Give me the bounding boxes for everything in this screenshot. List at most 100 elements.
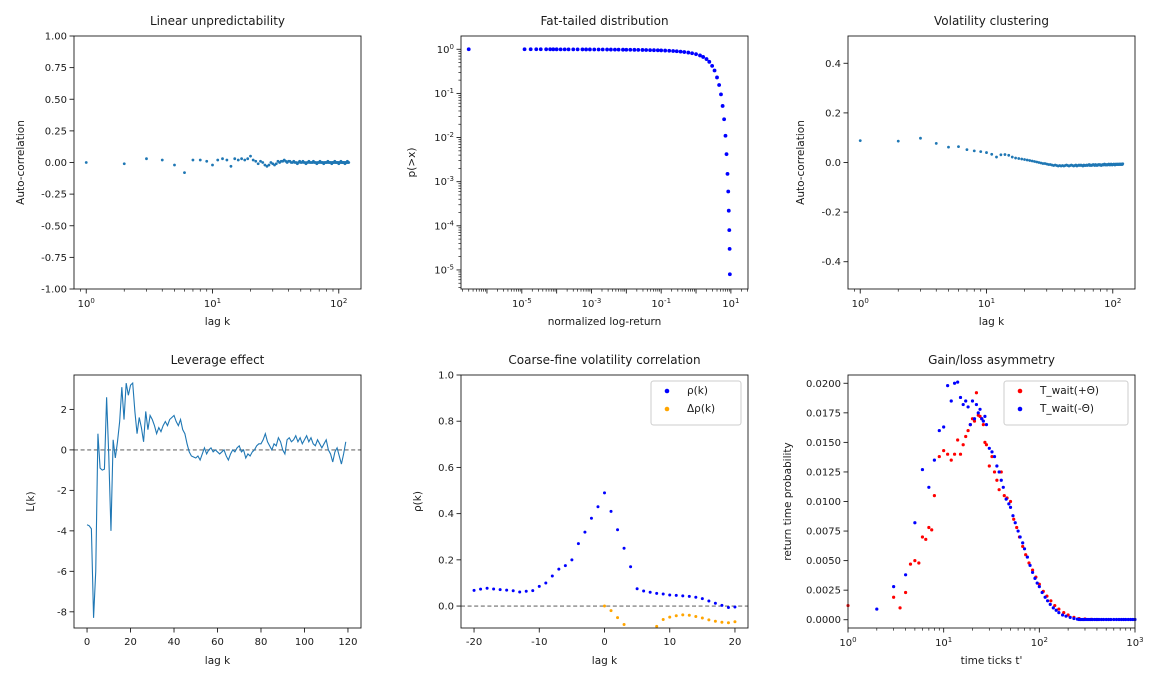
svg-text:100: 100 (78, 297, 95, 310)
svg-text:101: 101 (935, 636, 952, 649)
svg-text:0.0: 0.0 (438, 602, 454, 613)
svg-text:100: 100 (852, 297, 869, 310)
svg-text:0.0025: 0.0025 (806, 586, 841, 597)
chart-title: Volatility clustering (934, 14, 1049, 28)
legend-marker (1017, 388, 1023, 394)
svg-text:-0.25: -0.25 (41, 190, 67, 201)
y-axis-label: return time probability (782, 442, 794, 561)
svg-text:120: 120 (338, 637, 357, 648)
svg-text:10-1: 10-1 (434, 87, 454, 100)
chart-gain-loss-asymmetry: 100 101 102 103 0.0000 0.0025 0.0050 0.0075 0.01… (782, 353, 1144, 667)
svg-text:0.0200: 0.0200 (806, 379, 841, 390)
legend-label: T_wait(+Θ) (1039, 385, 1099, 397)
svg-text:-6: -6 (57, 567, 67, 578)
svg-text:0.0150: 0.0150 (806, 438, 841, 449)
svg-text:0.8: 0.8 (438, 417, 454, 428)
x-axis-label: lag k (205, 655, 231, 667)
svg-text:2: 2 (61, 405, 67, 416)
svg-text:101: 101 (204, 297, 221, 310)
svg-text:0.0100: 0.0100 (806, 497, 841, 508)
svg-text:-0.50: -0.50 (41, 221, 67, 232)
svg-text:-10: -10 (531, 637, 547, 648)
svg-text:10-3: 10-3 (582, 297, 602, 310)
legend-box (1003, 380, 1129, 426)
svg-text:-0.75: -0.75 (41, 253, 67, 264)
svg-text:10-5: 10-5 (434, 263, 454, 276)
x-axis-label: lag k (205, 316, 231, 328)
svg-text:0.0: 0.0 (825, 158, 841, 169)
subplot-gain-loss-asymmetry: 100 101 102 103 0.0000 0.0025 0.0050 0.0075 0.01… (774, 339, 1161, 678)
x-axis-label: lag k (592, 655, 618, 667)
svg-text:100: 100 (437, 43, 454, 56)
svg-text:0.2: 0.2 (438, 555, 454, 566)
svg-text:-0.4: -0.4 (821, 257, 841, 268)
svg-text:0.50: 0.50 (45, 95, 67, 106)
svg-text:102: 102 (330, 297, 347, 310)
chart-title: Gain/loss asymmetry (928, 353, 1055, 367)
x-axis-label: lag k (979, 316, 1005, 328)
legend-marker (664, 406, 670, 412)
svg-text:1.00: 1.00 (45, 32, 67, 43)
svg-text:-20: -20 (466, 637, 482, 648)
chart-coarse-fine-volatility-correlation: -20 -10 0 10 20 0.0 0.2 0.4 0.6 0.8 1.0 Coarse-fine… (412, 353, 749, 667)
svg-text:0.4: 0.4 (825, 59, 841, 70)
svg-text:0.0050: 0.0050 (806, 556, 841, 567)
svg-text:10-2: 10-2 (434, 131, 454, 144)
svg-text:0.75: 0.75 (45, 63, 67, 74)
legend-box (650, 380, 742, 426)
svg-text:-1.00: -1.00 (41, 285, 67, 296)
legend-marker (1017, 406, 1023, 412)
y-axis-label: ρ(k) (412, 491, 424, 512)
svg-text:0.00: 0.00 (45, 158, 67, 169)
svg-text:100: 100 (295, 637, 314, 648)
svg-text:-0.2: -0.2 (821, 208, 841, 219)
y-axis-label: Auto-correlation (795, 120, 807, 205)
svg-text:20: 20 (729, 637, 742, 648)
legend-label: T_wait(-Θ) (1039, 403, 1094, 415)
x-axis-label: time ticks t' (961, 655, 1023, 667)
axes-box (73, 374, 362, 629)
subplot-volatility-clustering: 100 101 102 -0.4 -0.2 0.0 0.2 0.4 Volatility clu… (774, 0, 1161, 339)
chart-fat-tailed-distribution: 10-5 10-3 10-1 101 10-5 10-4 10-3 10-2 10-1 100 Fa… (406, 14, 749, 328)
svg-text:0.25: 0.25 (45, 126, 67, 137)
subplot-leverage-effect: 0 20 40 60 80 100 120 2 0 -2 -4 -6 -8 Leverage effect… (0, 339, 387, 678)
svg-text:20: 20 (124, 637, 137, 648)
y-axis-label: p(>x) (406, 148, 418, 178)
legend-label: ρ(k) (687, 385, 708, 397)
svg-text:10-4: 10-4 (434, 219, 454, 232)
chart-title: Fat-tailed distribution (540, 14, 668, 28)
subplot-linear-unpredictability: 100 101 102 -1.00 -0.75 -0.50 -0.25 0.00 0.25 0.5… (0, 0, 387, 339)
axes-box (460, 35, 749, 290)
svg-text:100: 100 (839, 636, 856, 649)
svg-text:0.2: 0.2 (825, 108, 841, 119)
svg-text:0.0000: 0.0000 (806, 615, 841, 626)
x-axis-label: normalized log-return (548, 316, 662, 328)
svg-text:102: 102 (1104, 297, 1121, 310)
svg-text:0.0075: 0.0075 (806, 527, 841, 538)
svg-text:0.6: 0.6 (438, 463, 454, 474)
svg-text:-8: -8 (57, 607, 67, 618)
chart-linear-unpredictability: 100 101 102 -1.00 -0.75 -0.50 -0.25 0.00 0.25 0.5… (15, 14, 362, 328)
svg-text:103: 103 (1126, 636, 1143, 649)
svg-text:1.0: 1.0 (438, 371, 454, 382)
subplot-coarse-fine-volatility-correlation: -20 -10 0 10 20 0.0 0.2 0.4 0.6 0.8 1.0 Coarse-fine… (387, 339, 774, 678)
chart-title: Coarse-fine volatility correlation (508, 353, 700, 367)
svg-text:10-1: 10-1 (651, 297, 671, 310)
svg-text:10-5: 10-5 (512, 297, 532, 310)
y-axis-label: Auto-correlation (15, 120, 27, 205)
svg-text:10: 10 (663, 637, 676, 648)
svg-text:0.0125: 0.0125 (806, 467, 841, 478)
svg-text:60: 60 (211, 637, 224, 648)
svg-text:0: 0 (61, 445, 67, 456)
chart-title: Linear unpredictability (150, 14, 285, 28)
legend-marker (664, 388, 670, 394)
svg-text:80: 80 (255, 637, 268, 648)
chart-volatility-clustering: 100 101 102 -0.4 -0.2 0.0 0.2 0.4 Volatility clu… (795, 14, 1136, 328)
svg-text:102: 102 (1031, 636, 1048, 649)
axes-box (847, 35, 1136, 290)
series-line (86, 381, 347, 618)
svg-text:0: 0 (601, 637, 607, 648)
subplot-fat-tailed-distribution: 10-5 10-3 10-1 101 10-5 10-4 10-3 10-2 10-1 100 Fa… (387, 0, 774, 339)
